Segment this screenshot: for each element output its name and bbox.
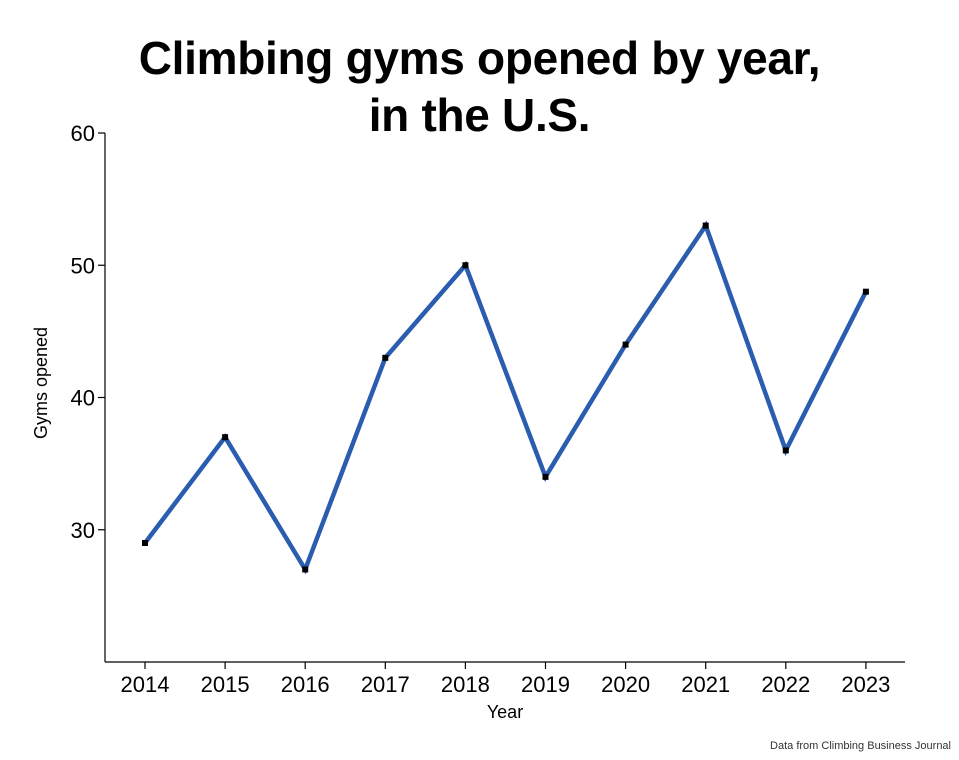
data-point-2015 <box>222 434 229 441</box>
y-axis-label: Gyms opened <box>31 327 51 439</box>
data-point-2023 <box>862 288 869 295</box>
data-point-2021 <box>702 222 709 229</box>
y-tick-label: 40 <box>71 386 95 411</box>
x-tick-label: 2017 <box>361 672 410 697</box>
x-tick-label: 2018 <box>441 672 490 697</box>
data-point-2022 <box>782 447 789 454</box>
data-point-2014 <box>142 539 148 546</box>
x-tick-label: 2021 <box>681 672 730 697</box>
x-axis-label: Year <box>487 702 523 722</box>
data-point-2018 <box>462 262 469 269</box>
x-tick-label: 2020 <box>601 672 650 697</box>
data-point-2017 <box>382 354 389 361</box>
data-point-2020 <box>622 341 629 348</box>
x-tick-label: 2022 <box>761 672 810 697</box>
chart-title-line-1: Climbing gyms opened by year, <box>138 32 821 84</box>
y-tick-label: 50 <box>71 253 95 278</box>
data-point-2019 <box>542 473 549 480</box>
x-tick-label: 2023 <box>841 672 890 697</box>
data-point-2016 <box>302 566 309 573</box>
y-tick-label: 30 <box>71 518 95 543</box>
x-tick-label: 2019 <box>521 672 570 697</box>
chart-title-line-2: in the U.S. <box>368 89 591 141</box>
series-line <box>143 220 868 575</box>
x-tick-label: 2014 <box>121 672 170 697</box>
source-note: Data from Climbing Business Journal <box>770 740 951 752</box>
x-tick-label: 2016 <box>281 672 330 697</box>
y-tick-label: 60 <box>71 121 95 146</box>
x-tick-label: 2015 <box>201 672 250 697</box>
